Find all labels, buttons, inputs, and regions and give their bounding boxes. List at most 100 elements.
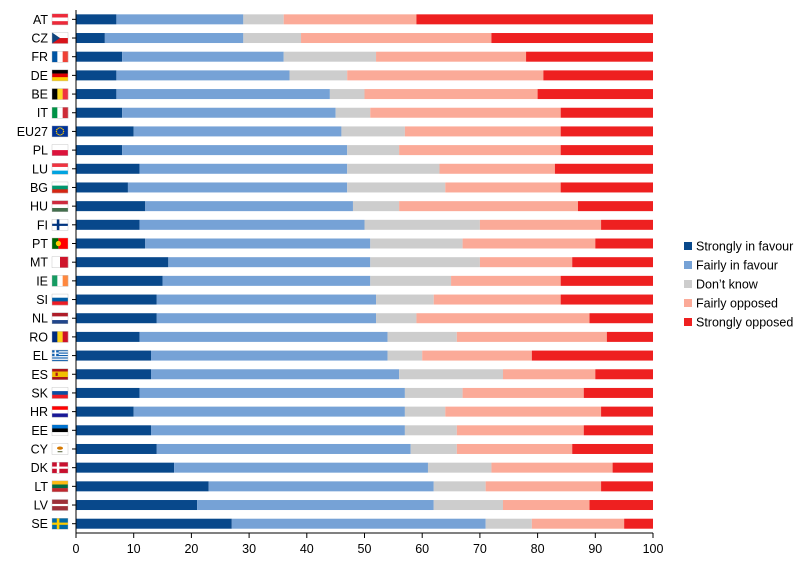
x-tick-label: 20 <box>184 542 198 556</box>
bar-be-fairly-in-favour <box>116 89 330 100</box>
category-label: CY <box>31 442 49 456</box>
bar-fi-strongly-opposed <box>601 219 653 230</box>
bar-lt-fairly-opposed <box>485 481 602 492</box>
bar-si-strongly-in-favour <box>76 294 157 305</box>
bar-sk-don-t-know <box>404 387 463 398</box>
bar-at-strongly-opposed <box>416 14 653 25</box>
bar-cz-fairly-in-favour <box>104 33 244 44</box>
bar-pt-fairly-opposed <box>462 238 596 249</box>
flag-pl-icon <box>51 144 69 156</box>
category-label: SE <box>31 517 48 531</box>
bar-se-fairly-opposed <box>531 518 625 529</box>
category-label: LU <box>32 162 48 176</box>
bar-se-strongly-in-favour <box>76 518 232 529</box>
y-axis-labels: AT CZ FR DE BE IT EU27 PL LU BG HU FI PT MT IE SI NL RO EL… <box>17 13 49 531</box>
flag-dk-icon <box>51 461 69 474</box>
flag-lt-icon <box>51 480 69 493</box>
category-label: PL <box>33 144 48 158</box>
bar-ro-fairly-opposed <box>456 331 607 342</box>
category-label: SK <box>31 386 48 400</box>
bar-si-strongly-opposed <box>560 294 653 305</box>
bar-it-fairly-in-favour <box>122 107 336 118</box>
bar-ee-fairly-opposed <box>456 425 584 436</box>
bar-cy-fairly-opposed <box>456 443 573 454</box>
category-label: DK <box>31 461 49 475</box>
bar-lv-fairly-opposed <box>502 500 590 511</box>
bar-hr-strongly-opposed <box>601 406 653 417</box>
legend-item: Strongly opposed <box>684 316 793 330</box>
flag-sk-icon <box>51 387 69 399</box>
bar-hr-fairly-in-favour <box>133 406 405 417</box>
bar-fr-fairly-opposed <box>376 51 527 62</box>
bar-si-fairly-opposed <box>433 294 561 305</box>
bar-de-don-t-know <box>289 70 348 81</box>
category-label: BE <box>31 88 48 102</box>
bar-fi-fairly-in-favour <box>139 219 365 230</box>
legend-swatch <box>684 318 692 326</box>
bar-el-don-t-know <box>387 350 423 361</box>
category-label: FR <box>31 50 48 64</box>
bar-it-strongly-opposed <box>560 107 653 118</box>
bar-ee-strongly-opposed <box>583 425 653 436</box>
flag-pt-icon <box>51 237 69 250</box>
bar-dk-fairly-opposed <box>491 462 613 473</box>
bar-fr-fairly-in-favour <box>122 51 284 62</box>
bar-cz-fairly-opposed <box>301 33 492 44</box>
bar-nl-strongly-in-favour <box>76 313 157 324</box>
bar-lv-strongly-in-favour <box>76 500 198 511</box>
bar-se-fairly-in-favour <box>231 518 486 529</box>
bar-nl-don-t-know <box>376 313 417 324</box>
bar-bg-fairly-opposed <box>445 182 561 193</box>
flag-hu-icon <box>51 200 69 212</box>
bar-el-strongly-in-favour <box>76 350 152 361</box>
bar-lu-strongly-opposed <box>554 163 653 174</box>
category-label: PT <box>32 237 48 251</box>
bar-de-fairly-opposed <box>347 70 544 81</box>
bar-pl-fairly-opposed <box>399 145 561 156</box>
bar-ie-fairly-opposed <box>451 275 561 286</box>
bar-es-don-t-know <box>399 369 503 380</box>
bar-ro-strongly-opposed <box>606 331 653 342</box>
bar-ee-strongly-in-favour <box>76 425 152 436</box>
bar-cz-strongly-opposed <box>491 33 653 44</box>
bar-pt-fairly-in-favour <box>145 238 371 249</box>
bar-at-fairly-in-favour <box>116 14 244 25</box>
bar-el-strongly-opposed <box>531 350 653 361</box>
bar-cy-don-t-know <box>410 443 457 454</box>
flag-be-icon <box>51 88 69 100</box>
category-label: IT <box>37 106 48 120</box>
bar-bg-strongly-opposed <box>560 182 653 193</box>
bar-it-fairly-opposed <box>370 107 561 118</box>
category-label: EL <box>33 349 48 363</box>
bar-fi-fairly-opposed <box>479 219 602 230</box>
x-tick-label: 30 <box>242 542 256 556</box>
category-label: IE <box>36 274 48 288</box>
category-label: ES <box>31 368 48 382</box>
bar-bg-fairly-in-favour <box>127 182 348 193</box>
category-label: RO <box>29 330 48 344</box>
bar-hr-strongly-in-favour <box>76 406 134 417</box>
legend-swatch <box>684 280 692 288</box>
bar-sk-fairly-opposed <box>462 387 584 398</box>
bar-sk-strongly-in-favour <box>76 387 140 398</box>
bar-fr-strongly-opposed <box>526 51 653 62</box>
bar-pt-strongly-in-favour <box>76 238 146 249</box>
bar-pl-strongly-opposed <box>560 145 653 156</box>
bar-ee-fairly-in-favour <box>151 425 405 436</box>
category-label: LV <box>34 499 49 513</box>
category-label: NL <box>32 312 48 326</box>
bar-pt-strongly-opposed <box>595 238 653 249</box>
bar-pt-don-t-know <box>370 238 463 249</box>
legend-label: Strongly in favour <box>696 240 793 254</box>
country-flags <box>51 13 69 530</box>
bar-hu-fairly-opposed <box>399 201 578 212</box>
flag-lv-icon <box>51 499 69 511</box>
bar-cy-strongly-in-favour <box>76 443 157 454</box>
bar-eu27-fairly-opposed <box>404 126 561 137</box>
legend-label: Fairly opposed <box>696 297 778 311</box>
bar-mt-strongly-in-favour <box>76 257 169 268</box>
flag-de-icon <box>51 69 69 82</box>
bar-ro-strongly-in-favour <box>76 331 140 342</box>
bars-layer <box>76 14 653 529</box>
bar-lt-don-t-know <box>433 481 486 492</box>
